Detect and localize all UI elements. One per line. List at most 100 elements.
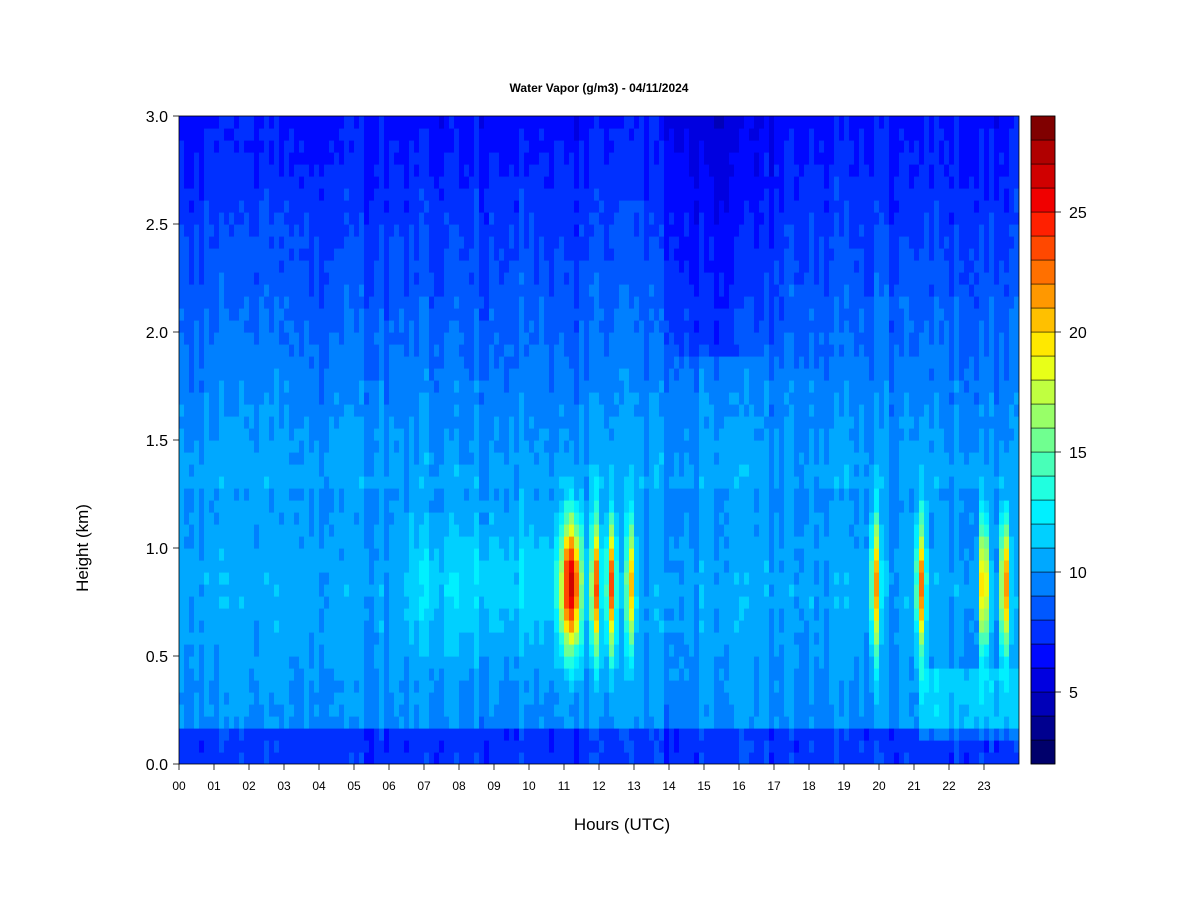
heatmap-cell [179, 296, 185, 309]
heatmap-cell [204, 608, 210, 621]
heatmap-cell [364, 164, 370, 177]
heatmap-cell [374, 716, 380, 729]
heatmap-cell [389, 116, 395, 129]
heatmap-cell [189, 308, 195, 321]
heatmap-cell [569, 596, 575, 609]
heatmap-cell [494, 464, 500, 477]
heatmap-cell [459, 440, 465, 453]
heatmap-cell [594, 248, 600, 261]
heatmap-cell [604, 692, 610, 705]
heatmap-cell [329, 248, 335, 261]
heatmap-cell [234, 500, 240, 513]
heatmap-cell [314, 596, 320, 609]
heatmap-cell [349, 476, 355, 489]
heatmap-cell [529, 128, 535, 141]
heatmap-cell [229, 728, 235, 741]
heatmap-cell [464, 308, 470, 321]
heatmap-cell [484, 668, 490, 681]
heatmap-cell [334, 308, 340, 321]
heatmap-cell [199, 344, 205, 357]
heatmap-cell [574, 320, 580, 333]
heatmap-cell [539, 668, 545, 681]
heatmap-cell [629, 356, 635, 369]
heatmap-cell [569, 584, 575, 597]
heatmap-cell [489, 140, 495, 153]
heatmap-cell [434, 740, 440, 753]
heatmap-cell [354, 512, 360, 525]
heatmap-cell [234, 296, 240, 309]
heatmap-cell [529, 752, 535, 764]
heatmap-cell [264, 500, 270, 513]
heatmap-cell [499, 560, 505, 573]
heatmap-cell [309, 548, 315, 561]
heatmap-cell [414, 356, 420, 369]
heatmap-cell [629, 116, 635, 129]
heatmap-cell [349, 584, 355, 597]
heatmap-cell [414, 608, 420, 621]
heatmap-cell [384, 752, 390, 764]
heatmap-cell [604, 512, 610, 525]
heatmap-cell [629, 464, 635, 477]
heatmap-cell [414, 428, 420, 441]
heatmap-cell [544, 320, 550, 333]
heatmap-cell [544, 572, 550, 585]
heatmap-cell [439, 128, 445, 141]
heatmap-cell [504, 272, 510, 285]
heatmap-cell [444, 644, 450, 657]
heatmap-cell [474, 584, 480, 597]
heatmap-cell [314, 512, 320, 525]
heatmap-cell [319, 296, 325, 309]
heatmap-cell [594, 644, 600, 657]
heatmap-cell [274, 464, 280, 477]
heatmap-cell [524, 464, 530, 477]
heatmap-cell [454, 236, 460, 249]
heatmap-cell [619, 644, 625, 657]
heatmap-cell [629, 368, 635, 381]
heatmap-cell [584, 548, 590, 561]
heatmap-cell [369, 212, 375, 225]
heatmap-cell [389, 164, 395, 177]
heatmap-cell [374, 752, 380, 764]
heatmap-cell [254, 488, 260, 501]
heatmap-cell [509, 128, 515, 141]
heatmap-cell [189, 320, 195, 333]
heatmap-cell [344, 548, 350, 561]
heatmap-cell [249, 152, 255, 165]
heatmap-cell [354, 284, 360, 297]
heatmap-cell [559, 368, 565, 381]
heatmap-cell [349, 140, 355, 153]
heatmap-cell [224, 536, 230, 549]
heatmap-cell [299, 608, 305, 621]
heatmap-cell [194, 128, 200, 141]
heatmap-cell [404, 632, 410, 645]
heatmap-cell [499, 500, 505, 513]
heatmap-cell [379, 416, 385, 429]
heatmap-cell [309, 656, 315, 669]
heatmap-cell [309, 572, 315, 585]
heatmap-cell [534, 608, 540, 621]
heatmap-cell [289, 680, 295, 693]
heatmap-cell [594, 656, 600, 669]
heatmap-cell [194, 452, 200, 465]
heatmap-cell [409, 548, 415, 561]
heatmap-cell [459, 692, 465, 705]
heatmap-cell [439, 608, 445, 621]
heatmap-cell [429, 692, 435, 705]
heatmap-cell [289, 152, 295, 165]
heatmap-cell [289, 656, 295, 669]
heatmap-cell [179, 608, 185, 621]
heatmap-cell [204, 272, 210, 285]
heatmap-cell [199, 524, 205, 537]
heatmap-cell [489, 152, 495, 165]
heatmap-cell [249, 656, 255, 669]
heatmap-cell [409, 344, 415, 357]
heatmap-cell [559, 692, 565, 705]
heatmap-cell [354, 392, 360, 405]
heatmap-cell [569, 320, 575, 333]
heatmap-cell [384, 428, 390, 441]
heatmap-cell [519, 500, 525, 513]
heatmap-cell [494, 512, 500, 525]
heatmap-cell [219, 740, 225, 753]
heatmap-cell [359, 296, 365, 309]
heatmap-cell [534, 428, 540, 441]
